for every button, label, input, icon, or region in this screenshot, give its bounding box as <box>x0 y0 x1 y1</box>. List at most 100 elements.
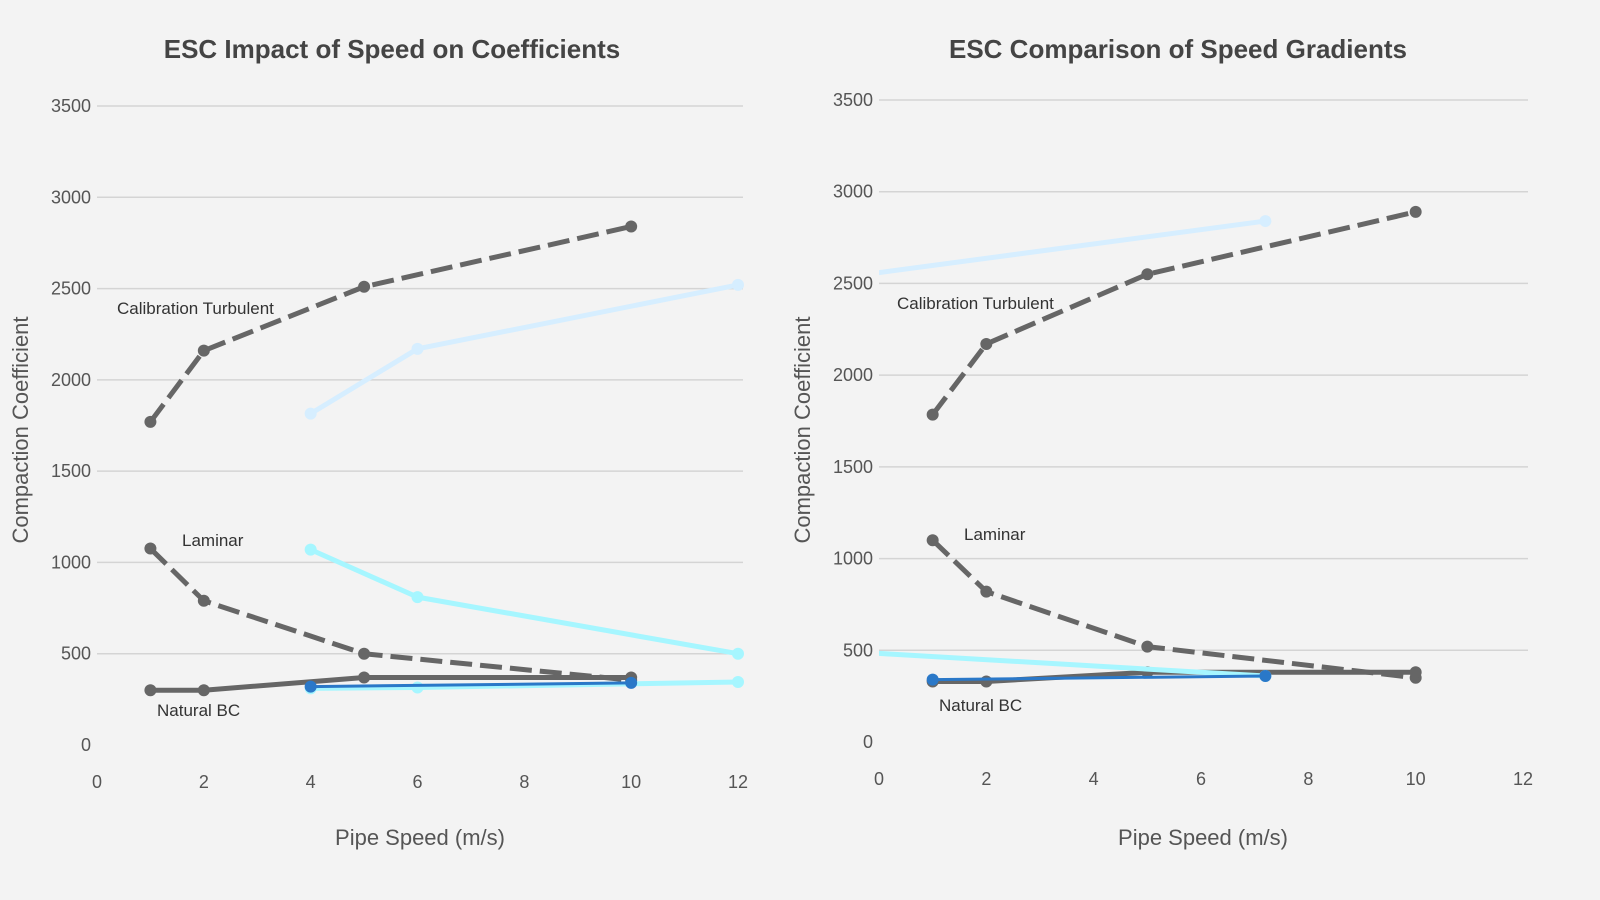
data-point <box>625 676 638 689</box>
y-tick-label: 500 <box>61 644 91 664</box>
x-tick-label: 10 <box>621 772 641 792</box>
data-point <box>1141 640 1154 653</box>
data-point <box>304 680 317 693</box>
data-point <box>197 684 210 697</box>
chart-panel-1: ESC Impact of Speed on Coefficients 0 500 1… <box>8 34 748 850</box>
x-tick-label: 2 <box>199 772 209 792</box>
chart-title: ESC Impact of Speed on Coefficients <box>164 34 621 64</box>
chart-panel-2: ESC Comparison of Speed Gradients0500100… <box>790 34 1533 850</box>
data-point <box>819 274 831 286</box>
x-tick-label: 6 <box>412 772 422 792</box>
series-4 <box>819 215 1272 286</box>
data-point <box>358 647 371 660</box>
chart-title: ESC Comparison of Speed Gradients <box>949 34 1407 64</box>
series-line <box>879 218 1266 276</box>
x-tick-label: 0 <box>92 772 102 792</box>
data-point <box>980 675 993 688</box>
y-tick-label: 1000 <box>833 549 873 569</box>
series-line <box>310 681 632 689</box>
x-tick-label: 2 <box>981 769 991 789</box>
data-point <box>819 644 831 656</box>
data-point <box>411 681 424 694</box>
x-tick-label: 4 <box>306 772 316 792</box>
data-point <box>732 647 744 660</box>
data-point <box>1141 268 1154 281</box>
x-tick-label: 8 <box>519 772 529 792</box>
y-tick-label: 2500 <box>51 279 91 299</box>
series-1 <box>926 205 1422 421</box>
series-5 <box>304 543 744 660</box>
data-point <box>1409 205 1422 218</box>
data-point <box>197 344 210 357</box>
data-point <box>358 671 371 684</box>
data-point <box>197 594 210 607</box>
data-point <box>1409 666 1422 679</box>
y-tick-label: 1500 <box>833 457 873 477</box>
series-line <box>148 224 632 424</box>
data-point <box>411 342 424 355</box>
data-point <box>732 278 744 291</box>
data-point <box>1259 215 1272 228</box>
y-tick-label: 0 <box>863 732 873 752</box>
y-tick-label: 1500 <box>51 461 91 481</box>
data-point <box>411 591 424 604</box>
y-tick-label: 0 <box>81 735 91 755</box>
annotation: Laminar <box>182 531 244 550</box>
annotation: Laminar <box>964 525 1026 544</box>
annotation: Calibration Turbulent <box>117 299 274 318</box>
series-3 <box>144 671 638 697</box>
data-point <box>144 684 157 697</box>
x-tick-label: 8 <box>1303 769 1313 789</box>
y-tick-label: 3500 <box>833 90 873 110</box>
data-point <box>980 585 993 598</box>
data-point <box>625 220 638 233</box>
y-tick-label: 2000 <box>51 370 91 390</box>
series-4 <box>304 278 744 420</box>
series-2 <box>144 542 638 687</box>
series-6 <box>926 669 1272 686</box>
y-tick-label: 3000 <box>51 187 91 207</box>
y-tick-label: 2500 <box>833 273 873 293</box>
data-point <box>304 407 317 420</box>
annotation: Calibration Turbulent <box>897 294 1054 313</box>
series-2 <box>926 534 1422 684</box>
series-line <box>148 546 632 683</box>
data-point <box>926 673 939 686</box>
series-line <box>932 674 1266 682</box>
data-point <box>304 543 317 556</box>
data-point <box>1259 669 1272 682</box>
y-tick-label: 500 <box>843 640 873 660</box>
series-1 <box>144 220 638 428</box>
y-tick-label: 3500 <box>51 96 91 116</box>
y-tick-label: 3000 <box>833 182 873 202</box>
data-point <box>732 676 744 689</box>
data-point <box>144 415 157 428</box>
annotation: Natural BC <box>157 701 240 720</box>
x-tick-label: 4 <box>1089 769 1099 789</box>
series-7 <box>304 676 638 693</box>
series-line <box>309 547 739 657</box>
data-point <box>980 337 993 350</box>
data-point <box>926 534 939 547</box>
series-line <box>879 650 1266 679</box>
series-line <box>930 538 1416 681</box>
data-point <box>926 408 939 421</box>
data-point <box>144 542 157 555</box>
x-tick-label: 6 <box>1196 769 1206 789</box>
x-axis-label: Pipe Speed (m/s) <box>1118 825 1288 850</box>
x-axis-label: Pipe Speed (m/s) <box>335 825 505 850</box>
y-tick-label: 2000 <box>833 365 873 385</box>
y-tick-label: 1000 <box>51 552 91 572</box>
x-tick-label: 10 <box>1406 769 1426 789</box>
series-line <box>309 282 739 416</box>
x-tick-label: 12 <box>728 772 748 792</box>
series-line <box>150 674 632 693</box>
annotation: Natural BC <box>939 696 1022 715</box>
y-axis-label: Compaction Coefficient <box>8 316 33 543</box>
y-axis-label: Compaction Coefficient <box>790 316 815 543</box>
x-tick-label: 0 <box>874 769 884 789</box>
data-point <box>358 280 371 293</box>
series-line <box>930 209 1417 417</box>
x-tick-label: 12 <box>1513 769 1533 789</box>
